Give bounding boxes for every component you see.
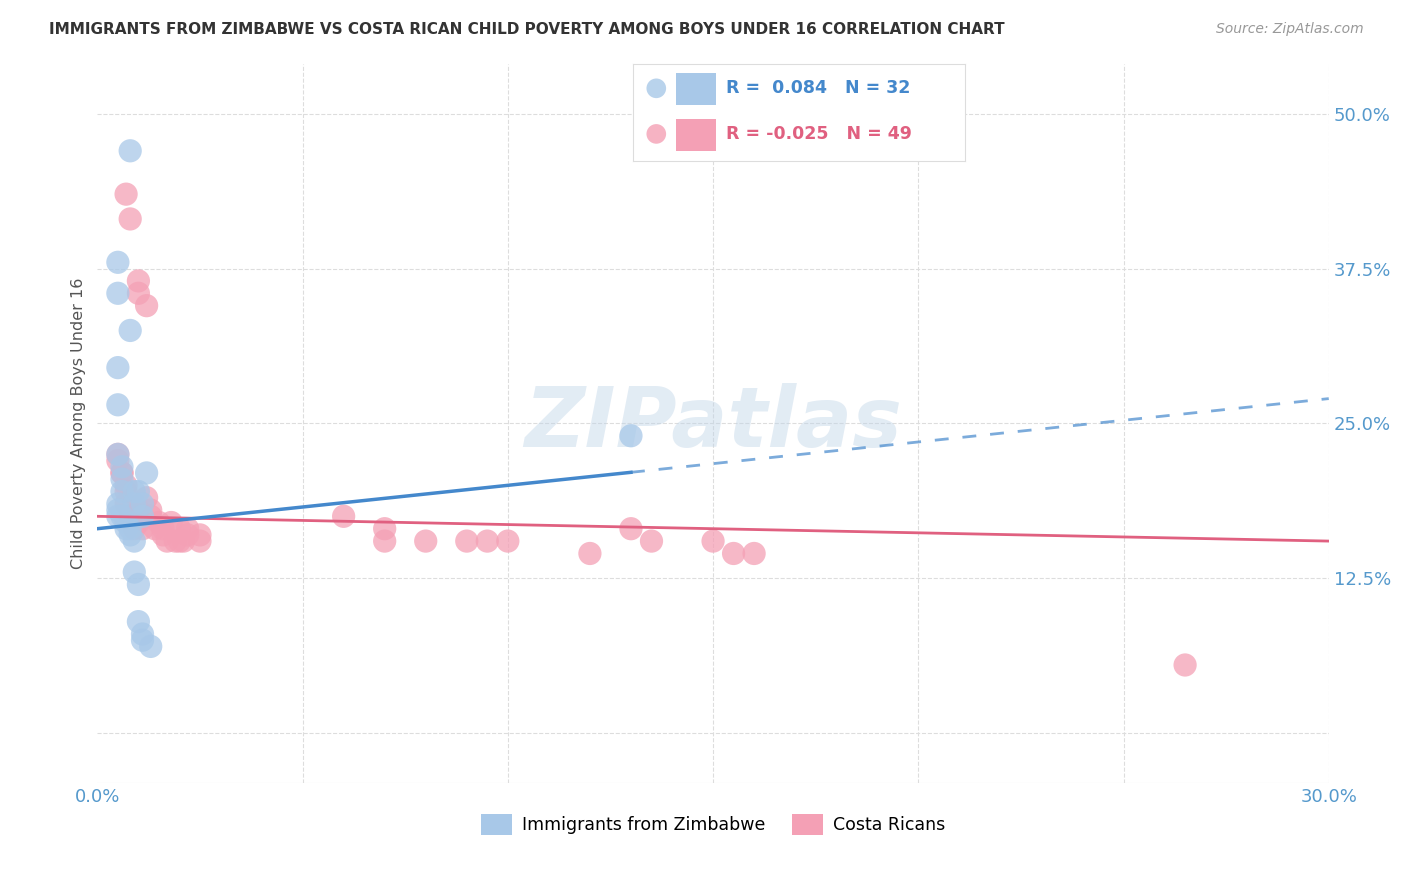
Point: [107, 503, 129, 517]
Point: [188, 534, 211, 549]
Point: [135, 466, 157, 480]
Point: [131, 522, 153, 536]
Point: [131, 497, 153, 511]
Legend: Immigrants from Zimbabwe, Costa Ricans: Immigrants from Zimbabwe, Costa Ricans: [481, 814, 946, 835]
Point: [742, 546, 765, 560]
Point: [120, 528, 142, 542]
Point: [169, 522, 191, 536]
Point: [107, 255, 129, 269]
Point: [131, 509, 153, 524]
Point: [115, 484, 138, 499]
Point: [107, 509, 129, 524]
Point: [148, 516, 170, 530]
Point: [111, 509, 134, 524]
Point: [477, 534, 499, 549]
Point: [160, 516, 183, 530]
Point: [115, 497, 138, 511]
Point: [120, 211, 142, 226]
Point: [124, 484, 146, 499]
Point: [143, 522, 166, 536]
Point: [456, 534, 478, 549]
Point: [188, 528, 211, 542]
Point: [111, 466, 134, 480]
Point: [107, 447, 129, 461]
Point: [124, 522, 146, 536]
Point: [620, 522, 643, 536]
Text: ZIPatlas: ZIPatlas: [524, 383, 903, 464]
Point: [115, 522, 138, 536]
Point: [127, 274, 149, 288]
Point: [120, 522, 142, 536]
Point: [107, 497, 129, 511]
Point: [107, 398, 129, 412]
Text: IMMIGRANTS FROM ZIMBABWE VS COSTA RICAN CHILD POVERTY AMONG BOYS UNDER 16 CORREL: IMMIGRANTS FROM ZIMBABWE VS COSTA RICAN …: [49, 22, 1005, 37]
Point: [127, 615, 149, 629]
Point: [135, 299, 157, 313]
Point: [374, 534, 396, 549]
Point: [173, 534, 195, 549]
Point: [111, 472, 134, 486]
Point: [111, 459, 134, 474]
Point: [135, 491, 157, 505]
Point: [115, 516, 138, 530]
Point: [139, 640, 162, 654]
Point: [1174, 658, 1197, 673]
Point: [702, 534, 724, 549]
Point: [415, 534, 437, 549]
Point: [115, 478, 138, 492]
Point: [496, 534, 519, 549]
Point: [124, 497, 146, 511]
Point: [131, 633, 153, 648]
Point: [723, 546, 745, 560]
Point: [152, 522, 174, 536]
Point: [579, 546, 602, 560]
Point: [169, 534, 191, 549]
Point: [131, 627, 153, 641]
Point: [176, 522, 198, 536]
Point: [124, 534, 146, 549]
Point: [127, 503, 149, 517]
Y-axis label: Child Poverty Among Boys Under 16: Child Poverty Among Boys Under 16: [72, 277, 86, 569]
Point: [120, 144, 142, 158]
Point: [127, 484, 149, 499]
Point: [332, 509, 354, 524]
Point: [124, 509, 146, 524]
Point: [127, 286, 149, 301]
Point: [120, 509, 142, 524]
Point: [640, 534, 662, 549]
Point: [115, 187, 138, 202]
Point: [120, 323, 142, 337]
Point: [127, 516, 149, 530]
Point: [620, 429, 643, 443]
Point: [176, 528, 198, 542]
Point: [156, 534, 179, 549]
Point: [107, 453, 129, 467]
Point: [124, 565, 146, 579]
Point: [374, 522, 396, 536]
Point: [152, 528, 174, 542]
Point: [107, 286, 129, 301]
Point: [127, 577, 149, 591]
Point: [165, 534, 187, 549]
Text: Source: ZipAtlas.com: Source: ZipAtlas.com: [1216, 22, 1364, 37]
Point: [107, 447, 129, 461]
Point: [111, 466, 134, 480]
Point: [111, 484, 134, 499]
Point: [107, 360, 129, 375]
Point: [139, 503, 162, 517]
Point: [139, 509, 162, 524]
